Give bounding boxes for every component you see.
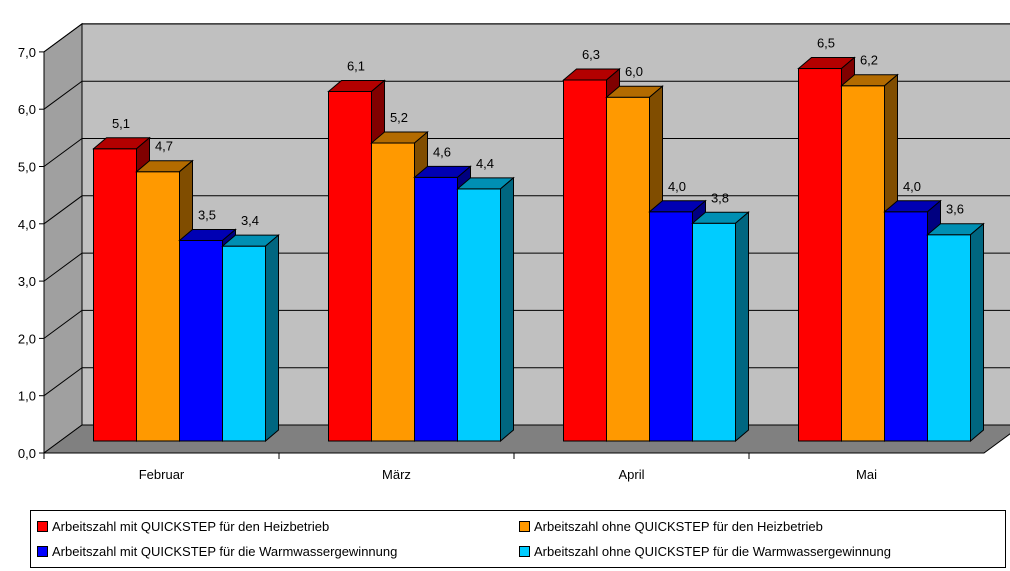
bar-front: [179, 239, 223, 442]
bar-front: [649, 211, 693, 442]
data-label: 4,6: [433, 144, 451, 159]
legend-swatch-0: [37, 521, 48, 532]
data-label: 5,1: [112, 116, 130, 131]
bar-front: [563, 79, 607, 442]
data-label: 3,4: [241, 213, 259, 228]
bar-front: [414, 176, 458, 442]
bar-front: [798, 68, 842, 442]
bar-front: [136, 171, 180, 442]
bar-side: [970, 222, 984, 443]
legend-item-0: Arbeitszahl mit QUICKSTEP für den Heizbe…: [37, 519, 329, 534]
bar-side: [265, 234, 279, 443]
legend-label-0: Arbeitszahl mit QUICKSTEP für den Heizbe…: [52, 519, 330, 534]
legend-item-2: Arbeitszahl mit QUICKSTEP für die Warmwa…: [37, 544, 397, 559]
gridline: [43, 138, 1010, 167]
gridline: [43, 23, 1010, 53]
data-label: 5,2: [390, 110, 408, 125]
data-label: 6,2: [860, 53, 878, 68]
x-tick-label: April: [618, 467, 644, 482]
bar-side: [735, 211, 749, 443]
chart-side-wall: [43, 22, 83, 454]
bar-side: [500, 176, 514, 443]
legend-swatch-1: [519, 521, 530, 532]
data-label: 4,7: [155, 139, 173, 154]
legend-swatch-2: [37, 546, 48, 557]
x-tick-label: Februar: [139, 467, 185, 482]
data-label: 6,5: [817, 36, 835, 51]
data-label: 4,0: [668, 179, 686, 194]
x-tick-label: März: [382, 467, 411, 482]
bar-front: [927, 234, 971, 442]
y-tick-label: 6,0: [18, 102, 36, 117]
legend-label-1: Arbeitszahl ohne QUICKSTEP für den Heizb…: [534, 519, 823, 534]
data-label: 6,3: [582, 47, 600, 62]
y-tick-label: 1,0: [18, 389, 36, 404]
legend: Arbeitszahl mit QUICKSTEP für den Heizbe…: [30, 510, 1006, 568]
bar-front: [457, 188, 501, 442]
y-tick-label: 3,0: [18, 274, 36, 289]
bar-front: [606, 96, 650, 442]
data-label: 3,5: [198, 207, 216, 222]
y-tick-label: 2,0: [18, 331, 36, 346]
legend-item-3: Arbeitszahl ohne QUICKSTEP für die Warmw…: [519, 544, 891, 559]
x-tick-label: Mai: [856, 467, 877, 482]
bar-chart-3d: 0,0 1,0 2,0 3,0 4,0 5,0 6,0 7,0 Februar 5,1 4,7 3,5…: [18, 22, 1010, 482]
legend-label-3: Arbeitszahl ohne QUICKSTEP für die Warmw…: [534, 544, 891, 559]
y-tick-label: 0,0: [18, 446, 36, 461]
y-tick-label: 7,0: [18, 45, 36, 60]
bar-front: [841, 85, 885, 442]
data-label: 3,8: [711, 190, 729, 205]
bar-front: [884, 211, 928, 442]
bar-front: [222, 245, 266, 442]
data-label: 4,0: [903, 179, 921, 194]
y-tick-label: 4,0: [18, 217, 36, 232]
data-label: 4,4: [476, 156, 494, 171]
legend-item-1: Arbeitszahl ohne QUICKSTEP für den Heizb…: [519, 519, 823, 534]
legend-swatch-3: [519, 546, 530, 557]
bar-front: [692, 222, 736, 442]
data-label: 3,6: [946, 202, 964, 217]
gridline: [43, 195, 1010, 225]
bar-front: [371, 142, 415, 442]
gridline: [43, 80, 1010, 110]
bar-front: [328, 90, 372, 442]
legend-label-2: Arbeitszahl mit QUICKSTEP für die Warmwa…: [52, 544, 398, 559]
y-tick-label: 5,0: [18, 160, 36, 175]
bar-front: [93, 148, 137, 442]
data-label: 6,1: [347, 58, 365, 73]
data-label: 6,0: [625, 64, 643, 79]
